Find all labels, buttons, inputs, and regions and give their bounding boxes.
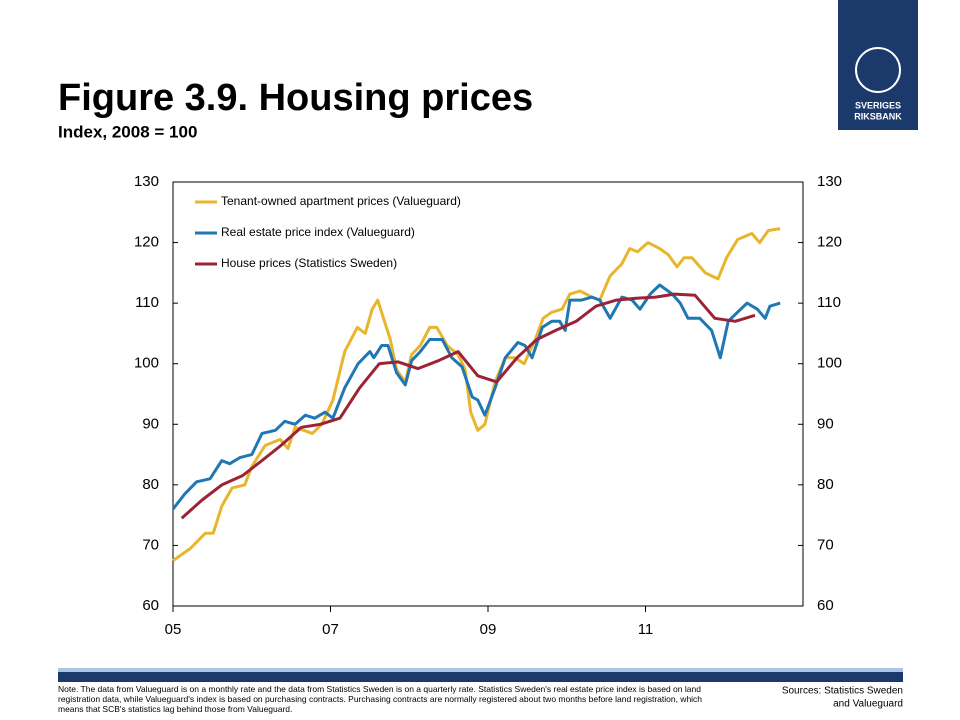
- line-series: [171, 283, 781, 511]
- x-tick-label: 05: [165, 621, 182, 638]
- footer-strip: [58, 668, 903, 672]
- y2-tick-label: 80: [817, 476, 834, 493]
- legend-label: House prices (Statistics Sweden): [221, 256, 397, 270]
- logo-emblem: [855, 47, 901, 93]
- line-series: [180, 292, 756, 520]
- y2-tick-label: 60: [817, 597, 834, 614]
- y-tick-label: 70: [142, 536, 159, 553]
- sources: Sources: Statistics Sweden: [782, 686, 903, 697]
- y2-tick-label: 70: [817, 536, 834, 553]
- y-tick-label: 90: [142, 415, 159, 432]
- legend-label: Tenant-owned apartment prices (Valueguar…: [221, 194, 461, 208]
- note: Note. The data from Valueguard is on a m…: [58, 684, 703, 714]
- x-tick-label: 09: [480, 621, 497, 638]
- footer-bar: [58, 672, 903, 682]
- y-tick-label: 100: [134, 355, 159, 372]
- plot: 60 70 80 90 100 110 120 130 60 70 80 90 100 110 120 130…: [134, 173, 842, 638]
- y2-tick-label: 120: [817, 234, 842, 251]
- subtitle: Index, 2008 = 100: [58, 122, 197, 141]
- y2-tick-label: 130: [817, 173, 842, 190]
- line-series: [172, 227, 781, 562]
- plot-frame: [172, 181, 804, 607]
- x-tick-label: 07: [322, 621, 339, 638]
- title: Figure 3.9. Housing prices: [58, 77, 533, 119]
- y-tick-label: 130: [134, 173, 159, 190]
- note-box: Note. The data from Valueguard is on a m…: [58, 684, 703, 714]
- logo-text: RIKSBANK: [854, 111, 902, 121]
- logo-text: SVERIGES: [855, 100, 901, 110]
- y-tick-label: 120: [134, 234, 159, 251]
- x-tick-label: 11: [638, 621, 654, 638]
- sources: and Valueguard: [833, 699, 903, 710]
- y-tick-label: 80: [142, 476, 159, 493]
- y2-tick-label: 90: [817, 415, 834, 432]
- logo-box: [838, 0, 918, 130]
- y-tick-label: 60: [142, 597, 159, 614]
- y2-tick-label: 110: [817, 294, 841, 311]
- y2-tick-label: 100: [817, 355, 842, 372]
- legend-label: Real estate price index (Valueguard): [221, 225, 415, 239]
- y-tick-label: 110: [135, 294, 159, 311]
